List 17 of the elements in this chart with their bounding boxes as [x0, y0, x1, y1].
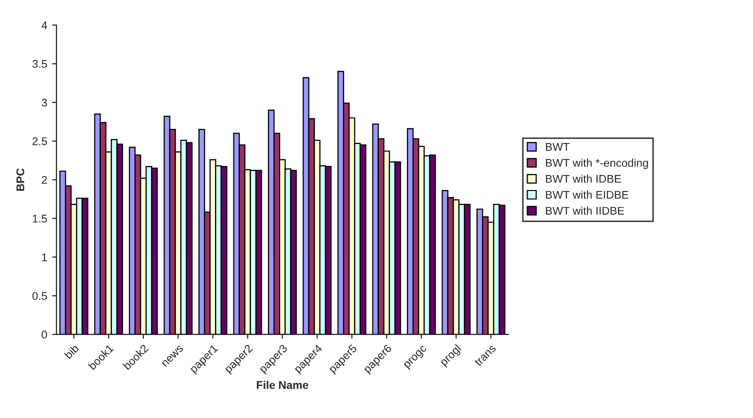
- legend-label: BWT with IIDBE: [546, 206, 624, 215]
- legend-label: BWT with *-encoding: [546, 158, 648, 169]
- y-tick-label: 0: [42, 330, 48, 339]
- legend-label: BWT: [546, 143, 570, 151]
- y-axis-title: BPC: [16, 168, 24, 191]
- legend-label: BWT with IDBE: [546, 174, 621, 183]
- y-tick-label: 1: [42, 253, 47, 262]
- y-tick-label: 3.5: [32, 60, 47, 68]
- x-tick-label: bib: [64, 344, 80, 360]
- x-axis-title: File Name: [256, 380, 308, 389]
- y-tick-label: 2: [42, 176, 47, 184]
- legend-label: BWT with EIDBE: [546, 190, 628, 199]
- y-tick-label: 0.5: [32, 292, 47, 300]
- y-tick-label: 2.5: [32, 137, 47, 146]
- y-tick-label: 1.5: [32, 214, 47, 223]
- y-tick-label: 3: [42, 98, 47, 107]
- y-tick-label: 4: [42, 21, 48, 30]
